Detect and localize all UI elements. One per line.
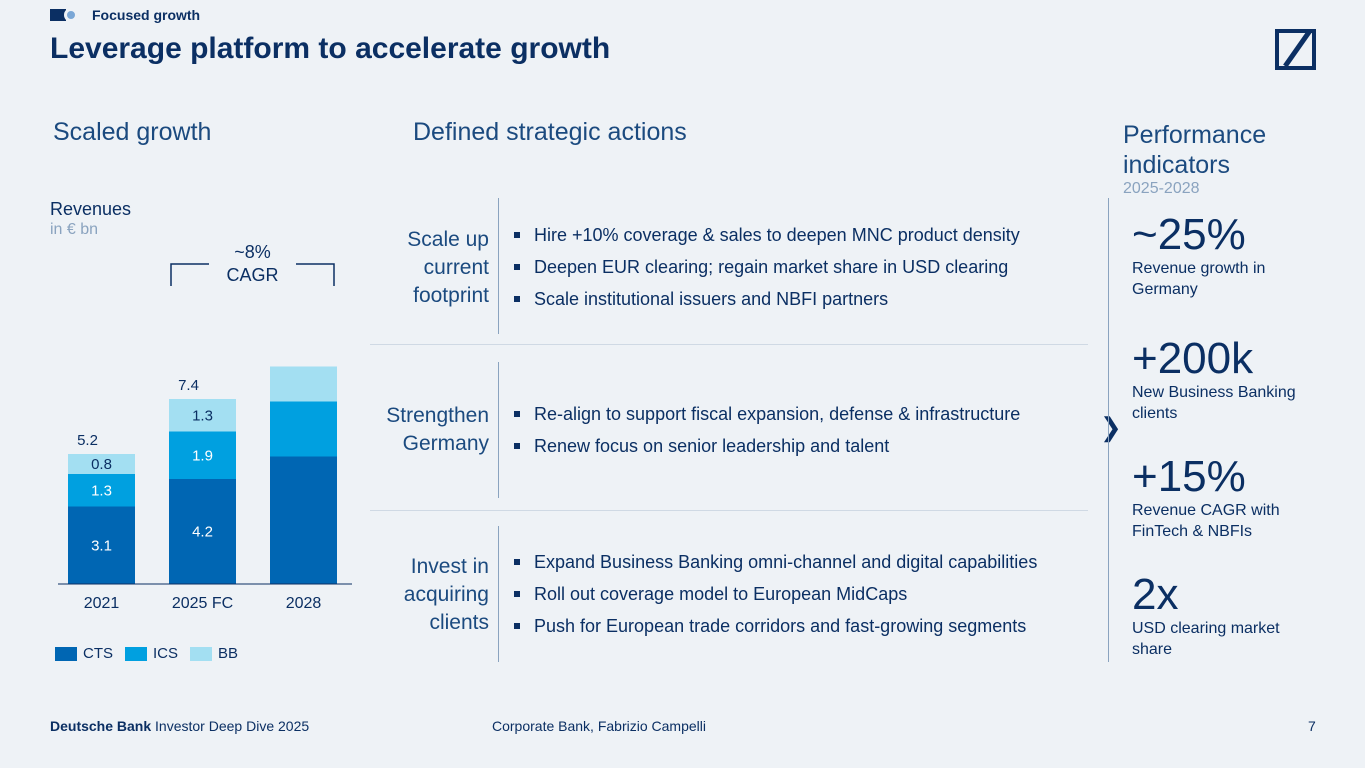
performance-indicators-heading: Performance indicators	[1123, 120, 1266, 180]
kpi-value: +15%	[1132, 452, 1246, 501]
bar-segment-ics	[270, 401, 337, 457]
action-bullet: Hire +10% coverage & sales to deepen MNC…	[512, 219, 1020, 251]
action-bullet: Renew focus on senior leadership and tal…	[512, 430, 1020, 462]
action-list-strengthen: Re-align to support fiscal expansion, de…	[512, 398, 1020, 462]
footer-event: Investor Deep Dive 2025	[151, 718, 310, 734]
action-separator	[498, 198, 499, 334]
deutsche-bank-logo-icon	[1275, 29, 1316, 70]
kpi-description-line: Revenue CAGR with	[1132, 502, 1280, 519]
action-heading-invest: Invest in acquiring clients	[404, 553, 489, 637]
segment-value-label: 1.3	[192, 407, 213, 424]
action-bullet: Roll out coverage model to European MidC…	[512, 578, 1037, 610]
action-list-scale-up: Hire +10% coverage & sales to deepen MNC…	[512, 219, 1020, 315]
x-tick-label: 2021	[84, 595, 120, 612]
bar-segment-bb	[169, 399, 236, 432]
legend-swatch-cts	[55, 646, 77, 661]
kpi-value: +200k	[1132, 334, 1254, 383]
kpi-description-line: share	[1132, 641, 1173, 658]
bar-segment-bb	[68, 454, 135, 474]
performance-heading-line1: Performance	[1123, 121, 1267, 149]
kpi-description-line: Revenue growth in	[1132, 260, 1266, 277]
segment-value-label: 1.3	[91, 482, 112, 499]
action-bullet: Deepen EUR clearing; regain market share…	[512, 251, 1020, 283]
kpi-business-banking-clients: +200k New Business Banking clients	[1132, 336, 1317, 424]
action-heading-line: Scale up	[407, 228, 489, 251]
action-heading-line: Germany	[402, 432, 489, 455]
segment-value-label: 0.8	[91, 456, 112, 473]
segment-value-label: 1.9	[192, 447, 213, 464]
action-heading-line: clients	[429, 611, 489, 634]
section-tag-icon	[50, 7, 84, 23]
revenue-bar-chart: 3.1 1.3 0.8 5.2 2021 4.2 1.9 1.3 7.4 2025 FC 2028 ~…	[58, 242, 352, 612]
legend-label-cts: CTS	[83, 645, 113, 662]
revenues-title: Revenues	[50, 199, 132, 219]
footer-center: Corporate Bank, Fabrizio Campelli	[492, 718, 706, 734]
action-heading-line: acquiring	[403, 583, 489, 606]
action-heading-line: footprint	[413, 284, 489, 307]
segment-value-label: 4.2	[192, 524, 213, 541]
action-heading-line: current	[423, 256, 489, 279]
action-bullet: Push for European trade corridors and fa…	[512, 610, 1037, 642]
kpi-revenue-germany: ~25% Revenue growth in Germany	[1132, 212, 1317, 300]
action-list-invest: Expand Business Banking omni-channel and…	[512, 546, 1037, 642]
kpi-fintech-cagr: +15% Revenue CAGR with FinTech & NBFIs	[1132, 454, 1317, 542]
cagr-annotation-label: CAGR	[226, 265, 278, 285]
segment-value-label: 3.1	[91, 537, 112, 554]
page-number: 7	[1308, 718, 1316, 734]
action-heading-strengthen: Strengthen Germany	[386, 402, 489, 458]
kpi-value: 2x	[1132, 570, 1179, 619]
legend-label-bb: BB	[218, 645, 239, 662]
footer-brand: Deutsche Bank	[50, 718, 152, 734]
action-bullet: Re-align to support fiscal expansion, de…	[512, 398, 1020, 430]
bar-segment-bb	[270, 366, 337, 402]
section-tag: Focused growth	[50, 7, 200, 23]
cagr-bracket-left	[170, 263, 209, 286]
total-value-label: 5.2	[77, 432, 98, 449]
scaled-growth-heading: Scaled growth	[53, 118, 212, 146]
chart-legend: CTS ICS BB	[55, 645, 250, 662]
action-separator	[498, 526, 499, 662]
chevron-right-icon: ❯	[1100, 412, 1122, 442]
kpi-value: ~25%	[1132, 210, 1246, 259]
bar-segment-cts	[68, 506, 135, 584]
legend-label-ics: ICS	[153, 645, 179, 662]
performance-period: 2025-2028	[1123, 180, 1200, 197]
action-bullet: Scale institutional issuers and NBFI par…	[512, 283, 1020, 315]
cagr-bracket-right	[296, 263, 335, 286]
bar-segment-ics	[169, 431, 236, 479]
kpi-description-line: FinTech & NBFIs	[1132, 523, 1253, 540]
performance-heading-line2: indicators	[1123, 151, 1230, 179]
strategic-actions-heading: Defined strategic actions	[413, 118, 687, 146]
kpi-description-line: Germany	[1132, 281, 1198, 298]
kpi-description-line: clients	[1132, 405, 1178, 422]
x-tick-label: 2028	[286, 595, 322, 612]
action-separator	[498, 362, 499, 498]
kpi-usd-clearing: 2x USD clearing market share	[1132, 572, 1317, 660]
page-title: Leverage platform to accelerate growth	[50, 32, 611, 65]
cagr-annotation-value: ~8%	[234, 242, 271, 262]
total-value-label: 7.4	[178, 377, 199, 394]
footer-left: Deutsche Bank Investor Deep Dive 2025	[50, 718, 309, 734]
row-divider	[370, 344, 1088, 345]
row-divider	[370, 510, 1088, 511]
kpi-separator	[1108, 198, 1109, 662]
action-heading-line: Strengthen	[386, 404, 489, 427]
bar-segment-ics	[68, 474, 135, 507]
bar-segment-cts	[270, 456, 337, 584]
kpi-description-line: USD clearing market	[1132, 620, 1280, 637]
kpi-description-line: New Business Banking	[1132, 384, 1296, 401]
section-label: Focused growth	[92, 7, 201, 23]
bar-segment-cts	[169, 479, 236, 584]
action-bullet: Expand Business Banking omni-channel and…	[512, 546, 1037, 578]
x-tick-label: 2025 FC	[172, 595, 233, 612]
revenues-unit: in € bn	[50, 221, 99, 238]
action-heading-scale-up: Scale up current footprint	[407, 226, 489, 310]
action-heading-line: Invest in	[410, 555, 489, 578]
legend-swatch-bb	[190, 646, 213, 661]
legend-swatch-ics	[125, 646, 147, 661]
